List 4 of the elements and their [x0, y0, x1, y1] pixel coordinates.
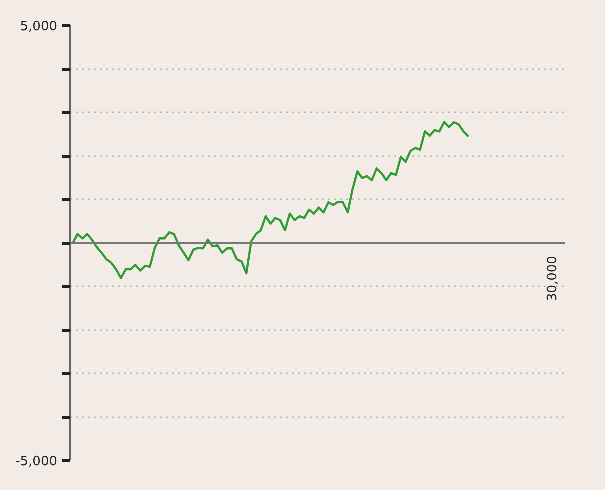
y-tick-label: 5,000	[20, 20, 58, 34]
line-series	[72, 120, 470, 280]
text: 30,000	[546, 256, 560, 302]
y-tick-label: -5,000	[16, 454, 58, 470]
